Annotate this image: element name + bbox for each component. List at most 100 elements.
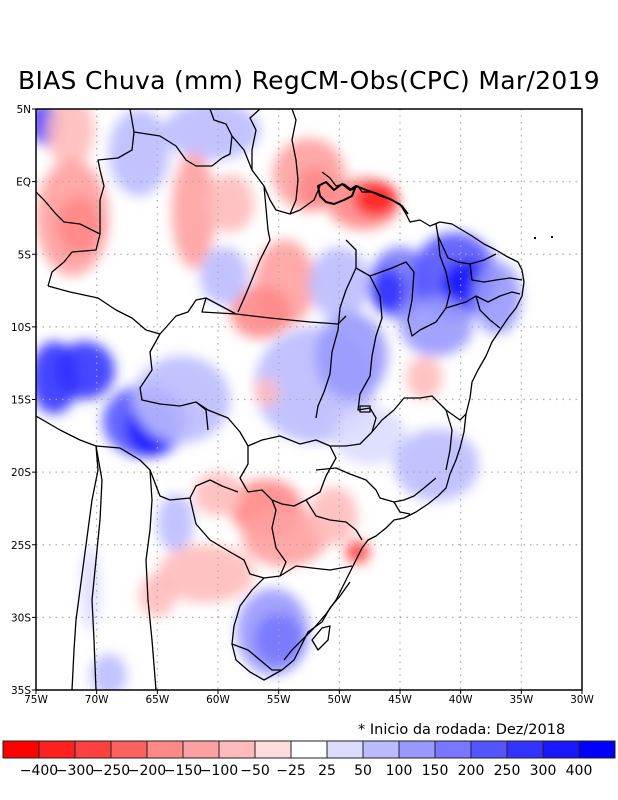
political-borders: [36, 109, 525, 690]
colorbar-swatch: [74, 740, 112, 759]
colorbar-swatch: [506, 740, 544, 759]
axes: 75W 70W 65W 60W 55W 50W 45W 40W 35W 30W 5N EQ 5S 10S 1…: [11, 104, 595, 706]
colorbar-swatch: [326, 740, 364, 759]
border-sc: [279, 565, 353, 577]
border-to: [315, 239, 357, 419]
bias-region: [230, 286, 291, 339]
y-tick-label: 35S: [11, 685, 31, 697]
bias-region: [157, 544, 255, 603]
x-tick-label: 55W: [267, 694, 291, 706]
x-tick-label: 35W: [509, 694, 533, 706]
x-tick-label: 60W: [206, 694, 230, 706]
bias-region: [333, 406, 407, 465]
y-tick-label: 25S: [11, 540, 31, 552]
border-es: [445, 409, 453, 471]
colorbar-swatch: [110, 740, 148, 759]
x-tick-label: 65W: [145, 694, 169, 706]
bias-region: [56, 196, 101, 255]
y-tick-label: 15S: [11, 395, 31, 407]
y-tick-label: 10S: [11, 322, 31, 334]
bias-region: [163, 109, 261, 160]
border-suriname: [249, 109, 261, 170]
border-venezuela: [97, 109, 135, 234]
y-tick-label: 5N: [16, 104, 31, 116]
colorbar-label: 150: [422, 763, 449, 779]
colorbar-label: −300: [56, 763, 94, 779]
border-argentina: [145, 469, 157, 690]
border-guyana: [231, 135, 321, 215]
chart-title: BIAS Chuva (mm) RegCM-Obs(CPC) Mar/2019: [18, 66, 600, 95]
lagoa-dos-patos: [311, 625, 331, 651]
colorbar-label: 200: [458, 763, 485, 779]
colorbar-label: −250: [92, 763, 130, 779]
island-marker: [534, 237, 536, 239]
border-pe: [445, 291, 521, 309]
bias-region: [54, 341, 115, 400]
footnote: * Inicio da rodada: Dez/2018: [358, 722, 565, 738]
border-rs: [231, 577, 351, 681]
y-tick-label: 30S: [11, 612, 31, 624]
border-roraima: [133, 109, 233, 167]
x-tick-label: 30W: [570, 694, 594, 706]
bias-region: [369, 268, 407, 313]
colorbar-swatch: [146, 740, 184, 759]
bias-region: [393, 428, 479, 502]
x-tick-label: 75W: [24, 694, 48, 706]
df-border: [359, 405, 371, 413]
y-tick-label: 20S: [11, 467, 31, 479]
bias-region: [400, 297, 473, 356]
colorbar-swatch: [542, 740, 580, 759]
bias-region: [242, 508, 328, 567]
border-ba: [355, 267, 383, 433]
bias-region: [254, 377, 279, 407]
colorbar-label: 50: [354, 763, 372, 779]
colorbar-swatch: [398, 740, 436, 759]
border-amapa: [289, 109, 299, 215]
y-tick-label: 5S: [18, 249, 32, 261]
north-coast-ma: [355, 185, 409, 215]
marajo-coast: [317, 181, 357, 205]
border-mg-sp: [315, 467, 437, 503]
bias-region: [309, 486, 358, 545]
border-mg-rj: [393, 501, 411, 515]
y-tick-label: EQ: [16, 177, 31, 189]
bias-region: [345, 540, 370, 564]
colorbar-swatch: [290, 740, 328, 759]
border-ba-mg: [371, 395, 467, 433]
colorbar-swatch: [2, 740, 40, 759]
border-ms: [247, 435, 337, 507]
bias-region: [157, 493, 194, 553]
bias-region: [108, 109, 170, 197]
colorbar-label: −25: [276, 763, 306, 779]
colorbar-label: −150: [164, 763, 202, 779]
bias-region: [406, 355, 443, 400]
border-go-mg: [330, 431, 373, 447]
border-pb-rn: [469, 263, 523, 283]
x-tick-label: 50W: [327, 694, 351, 706]
colorbar-label: 100: [386, 763, 413, 779]
colorbar-label: −50: [240, 763, 270, 779]
colorbar-label: −100: [200, 763, 238, 779]
border-al-se: [475, 295, 501, 329]
pacific-coastline: [36, 415, 99, 690]
x-tick-label: 70W: [85, 694, 109, 706]
x-tick-label: 40W: [449, 694, 473, 706]
bias-region: [205, 174, 255, 233]
x-tick-label: 45W: [388, 694, 412, 706]
colorbar-label: 400: [566, 763, 593, 779]
colorbar-swatch: [38, 740, 76, 759]
border-mt-pa: [205, 297, 347, 325]
colorbar-label: −400: [20, 763, 58, 779]
islands: [534, 236, 553, 239]
colorbar-swatch: [362, 740, 400, 759]
bias-region: [45, 109, 95, 168]
border-chile: [91, 445, 103, 690]
colorbar-label: 300: [530, 763, 557, 779]
colorbar-swatch: [470, 740, 508, 759]
border-pr: [305, 499, 363, 541]
colorbar-label: 25: [318, 763, 336, 779]
border-mt-go: [195, 401, 249, 493]
bias-region: [199, 246, 249, 306]
colorbar-swatch: [218, 740, 256, 759]
